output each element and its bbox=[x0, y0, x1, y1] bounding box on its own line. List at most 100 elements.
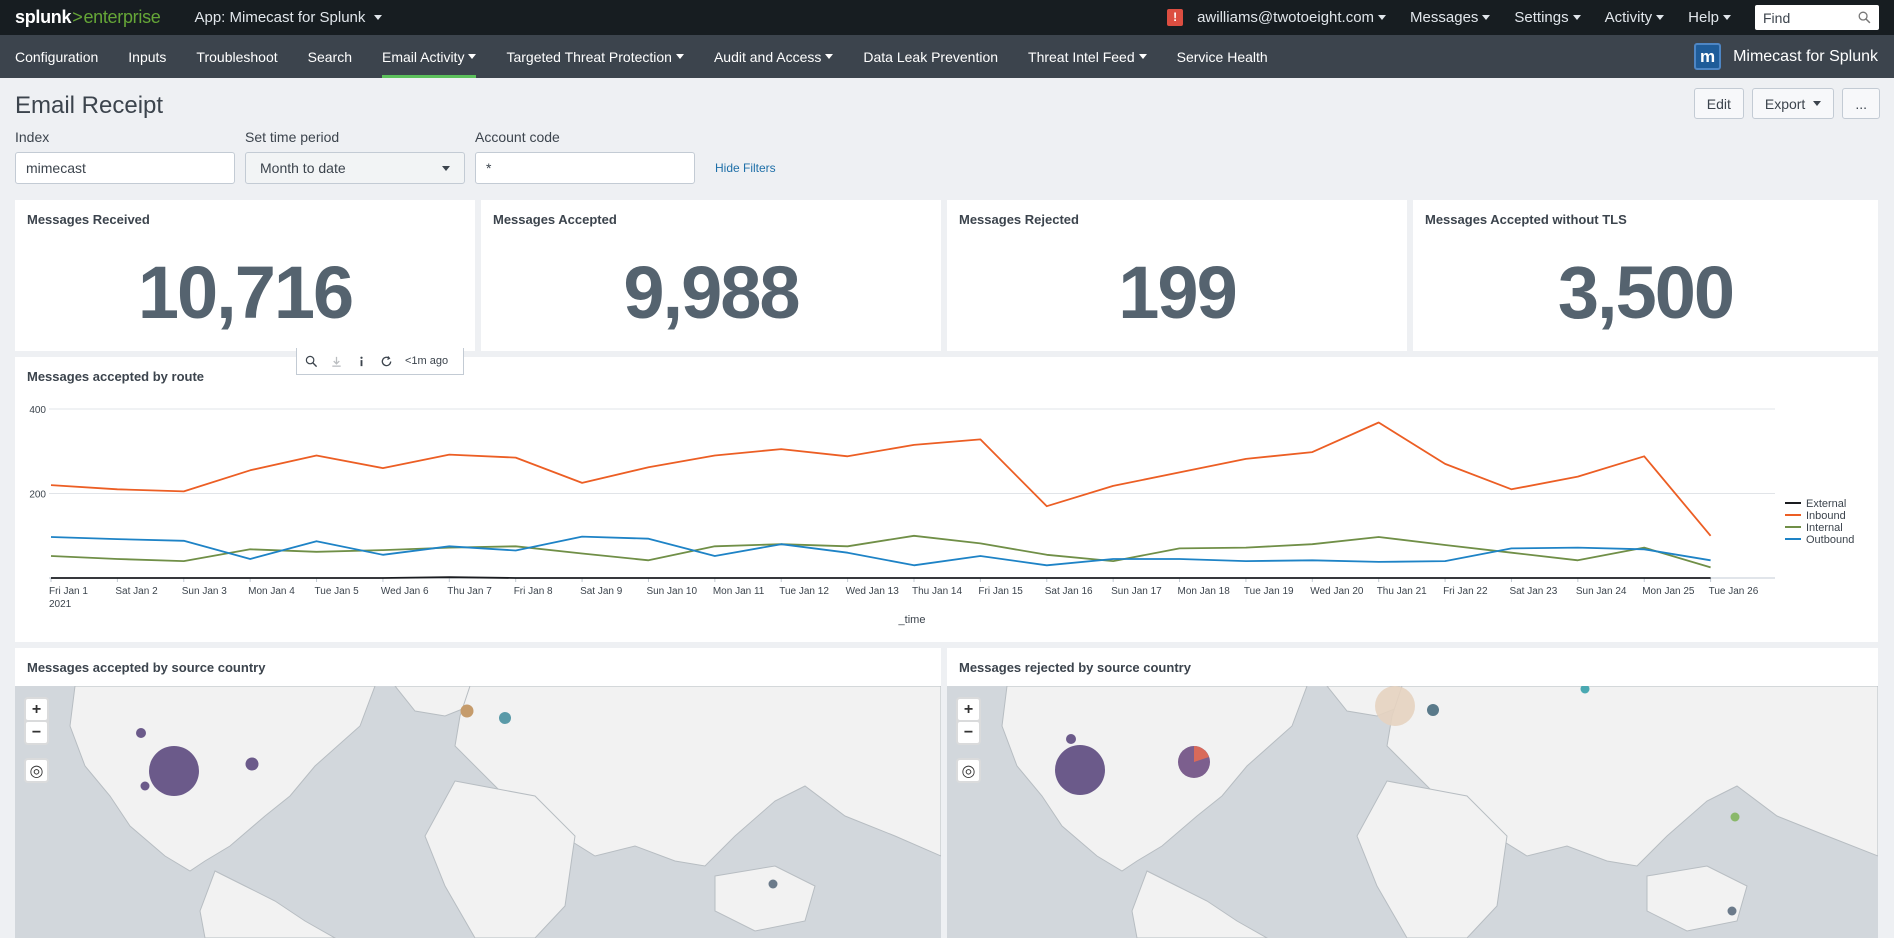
nav-data-leak-prevention[interactable]: Data Leak Prevention bbox=[863, 35, 998, 78]
panel-title: Messages Received bbox=[27, 212, 150, 227]
zoom-in-icon[interactable]: + bbox=[26, 699, 47, 720]
app-menu[interactable]: App: Mimecast for Splunk bbox=[194, 9, 383, 26]
nav-configuration[interactable]: Configuration bbox=[15, 35, 98, 78]
refresh-icon[interactable] bbox=[380, 355, 393, 368]
nav-label: Troubleshoot bbox=[196, 48, 278, 65]
chevron-down-icon bbox=[468, 54, 477, 59]
user-menu[interactable]: awilliams@twotoeight.com bbox=[1197, 9, 1387, 26]
series-line-outbound[interactable] bbox=[50, 535, 1711, 567]
locate-control: ◎ bbox=[956, 758, 981, 783]
messages-rejected-panel: Messages Rejected 199 bbox=[947, 200, 1407, 351]
series-line-inbound[interactable] bbox=[50, 421, 1712, 537]
logo-main: splunk bbox=[15, 7, 72, 27]
x-tick-label: Thu Jan 21 bbox=[1377, 586, 1427, 597]
help-menu[interactable]: Help bbox=[1688, 9, 1731, 26]
map-bubble[interactable] bbox=[1427, 704, 1439, 716]
x-tick-label: Thu Jan 7 bbox=[447, 586, 492, 597]
edit-button[interactable]: Edit bbox=[1693, 88, 1744, 119]
panel-title: Messages Accepted without TLS bbox=[1425, 212, 1627, 227]
chevron-down-icon bbox=[1656, 15, 1665, 20]
locate-icon[interactable]: ◎ bbox=[26, 760, 47, 781]
hide-filters-link[interactable]: Hide Filters bbox=[715, 161, 776, 175]
nav-inputs[interactable]: Inputs bbox=[128, 35, 166, 78]
map-bubble[interactable] bbox=[1066, 734, 1076, 744]
chevron-down-icon bbox=[1813, 101, 1822, 106]
export-button[interactable]: Export bbox=[1751, 88, 1835, 119]
chevron-down-icon bbox=[1482, 15, 1491, 20]
chevron-down-icon bbox=[825, 54, 834, 59]
chevron-down-icon bbox=[1572, 15, 1581, 20]
legend-item[interactable]: External bbox=[1806, 498, 1846, 510]
series-line-external[interactable] bbox=[51, 576, 1711, 579]
nav-search[interactable]: Search bbox=[308, 35, 352, 78]
x-tick-label: Sat Jan 16 bbox=[1045, 586, 1093, 597]
nav-label: Threat Intel Feed bbox=[1028, 48, 1135, 65]
world-map-graphic bbox=[15, 686, 941, 938]
x-tick-label: Fri Jan 15 bbox=[978, 586, 1023, 597]
settings-menu[interactable]: Settings bbox=[1514, 9, 1581, 26]
map-bubble[interactable] bbox=[768, 879, 778, 889]
search-icon[interactable] bbox=[305, 355, 318, 368]
nav-service-health[interactable]: Service Health bbox=[1177, 35, 1268, 78]
map-bubble[interactable] bbox=[460, 704, 474, 718]
locate-control: ◎ bbox=[24, 758, 49, 783]
index-filter: Index mimecast bbox=[15, 129, 235, 184]
zoom-out-icon[interactable]: − bbox=[26, 722, 47, 743]
nav-email-activity[interactable]: Email Activity bbox=[381, 35, 477, 78]
help-menu-label: Help bbox=[1688, 9, 1719, 26]
map-bubble[interactable] bbox=[1580, 686, 1590, 694]
panel-title: Messages Accepted bbox=[493, 212, 617, 227]
x-tick-label: Fri Jan 8 bbox=[514, 586, 553, 597]
map-bubble[interactable] bbox=[1375, 686, 1415, 726]
nav-audit-and-access[interactable]: Audit and Access bbox=[714, 35, 834, 78]
zoom-in-icon[interactable]: + bbox=[958, 699, 979, 720]
messages-menu[interactable]: Messages bbox=[1410, 9, 1491, 26]
x-tick-label: Sun Jan 24 bbox=[1576, 586, 1627, 597]
map-bubble[interactable] bbox=[499, 712, 511, 724]
world-map-graphic bbox=[947, 686, 1878, 938]
nav-threat-intel-feed[interactable]: Threat Intel Feed bbox=[1028, 35, 1147, 78]
map-bubble[interactable] bbox=[1727, 906, 1737, 916]
map-bubble[interactable] bbox=[136, 728, 146, 738]
messages-accepted-without-tls-panel: Messages Accepted without TLS 3,500 bbox=[1413, 200, 1878, 351]
map-bubble[interactable] bbox=[1730, 812, 1740, 822]
time-period-select[interactable]: Month to date bbox=[245, 152, 465, 184]
legend-item[interactable]: Outbound bbox=[1806, 534, 1854, 546]
find-input[interactable]: Find bbox=[1755, 5, 1879, 30]
page-title: Email Receipt bbox=[15, 92, 164, 119]
single-value: 10,716 bbox=[137, 251, 354, 334]
locate-icon[interactable]: ◎ bbox=[958, 760, 979, 781]
map-bubble[interactable] bbox=[1055, 745, 1105, 795]
single-value: 9,988 bbox=[623, 251, 800, 334]
app-brand[interactable]: m Mimecast for Splunk bbox=[1694, 35, 1878, 78]
map-bubble[interactable] bbox=[149, 746, 199, 796]
alert-icon[interactable]: ! bbox=[1167, 9, 1184, 26]
x-tick-label: Mon Jan 18 bbox=[1178, 586, 1231, 597]
panel-title: Messages accepted by route bbox=[27, 369, 205, 384]
nav-troubleshoot[interactable]: Troubleshoot bbox=[196, 35, 277, 78]
info-icon[interactable] bbox=[355, 355, 368, 368]
account-code-input[interactable]: * bbox=[475, 152, 695, 184]
splunk-logo[interactable]: splunk > enterprise bbox=[15, 7, 161, 28]
more-actions-button[interactable]: ... bbox=[1842, 88, 1880, 119]
x-tick-label: Sat Jan 9 bbox=[580, 586, 623, 597]
mimecast-logo-icon: m bbox=[1694, 43, 1722, 70]
download-icon[interactable] bbox=[330, 355, 343, 368]
legend-item[interactable]: Inbound bbox=[1806, 510, 1846, 522]
index-input[interactable]: mimecast bbox=[15, 152, 235, 184]
route-chart-panel: Messages accepted by route 200 400 Fri Jan… bbox=[15, 357, 1878, 642]
activity-menu[interactable]: Activity bbox=[1605, 9, 1665, 26]
panel-title: Messages rejected by source country bbox=[959, 660, 1191, 675]
series-line-internal[interactable] bbox=[50, 534, 1711, 569]
map-bubble[interactable] bbox=[140, 781, 150, 791]
logo-gt: > bbox=[72, 7, 83, 27]
world-map[interactable]: + − ◎ bbox=[15, 686, 941, 938]
map-bubble[interactable] bbox=[245, 757, 259, 771]
legend-item[interactable]: Internal bbox=[1806, 522, 1843, 534]
app-menu-label: App: Mimecast for Splunk bbox=[194, 9, 366, 26]
time-period-label: Set time period bbox=[245, 129, 340, 145]
nav-targeted-threat-protection[interactable]: Targeted Threat Protection bbox=[506, 35, 684, 78]
chevron-down-icon bbox=[1378, 15, 1387, 20]
zoom-out-icon[interactable]: − bbox=[958, 722, 979, 743]
world-map[interactable]: + − ◎ bbox=[947, 686, 1878, 938]
